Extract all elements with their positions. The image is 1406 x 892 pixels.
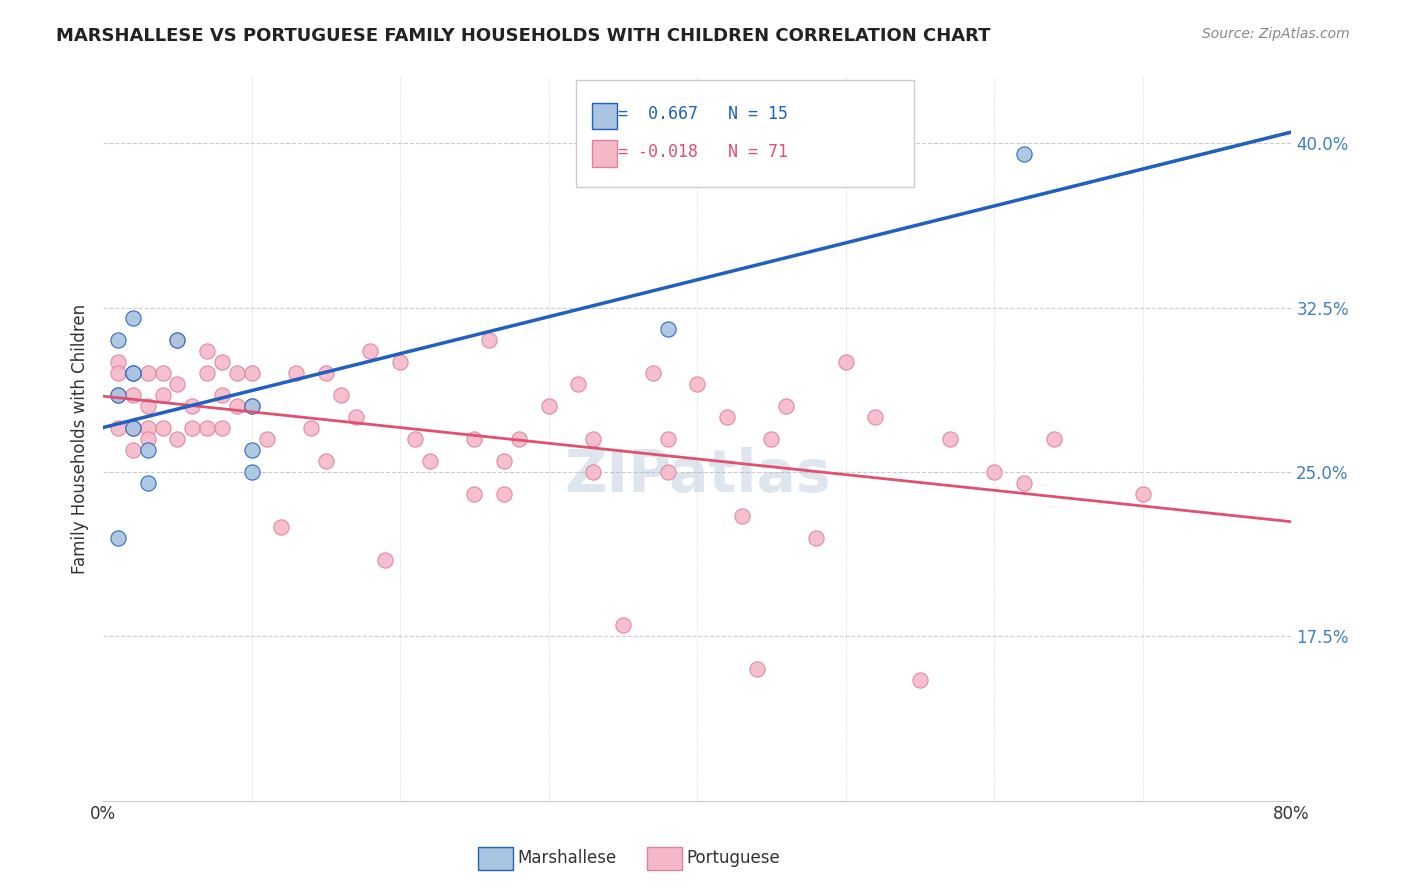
Point [152,366,174,380]
Point [211,421,233,435]
Point [107,366,129,380]
Point [478,334,501,348]
Point [107,531,129,545]
Point [329,388,352,402]
Point [240,465,263,479]
Text: Source: ZipAtlas.com: Source: ZipAtlas.com [1202,27,1350,41]
Text: Marshallese: Marshallese [517,849,617,867]
Point [908,673,931,687]
Point [166,334,188,348]
Point [835,355,858,369]
Point [240,442,263,457]
Point [1012,147,1035,161]
Point [463,487,485,501]
Point [121,421,143,435]
Point [567,377,589,392]
Point [152,421,174,435]
Point [136,399,159,413]
Point [344,410,367,425]
Point [761,432,783,446]
Text: MARSHALLESE VS PORTUGUESE FAMILY HOUSEHOLDS WITH CHILDREN CORRELATION CHART: MARSHALLESE VS PORTUGUESE FAMILY HOUSEHO… [56,27,991,45]
Point [657,465,679,479]
Point [359,344,381,359]
Point [166,377,188,392]
Point [745,662,768,676]
Point [537,399,560,413]
Text: Portuguese: Portuguese [686,849,780,867]
Point [686,377,709,392]
Point [166,432,188,446]
Point [240,399,263,413]
Point [107,334,129,348]
Point [582,432,605,446]
Point [195,344,218,359]
Point [225,399,247,413]
Point [225,366,247,380]
Point [582,465,605,479]
Point [136,432,159,446]
Point [983,465,1005,479]
Point [195,421,218,435]
Text: ZIPatlas: ZIPatlas [564,447,831,504]
Point [107,388,129,402]
Point [404,432,426,446]
Point [136,366,159,380]
Text: R = -0.018   N = 71: R = -0.018 N = 71 [598,143,787,161]
Point [389,355,412,369]
Point [775,399,797,413]
Point [804,531,827,545]
Point [121,311,143,326]
Point [121,388,143,402]
Point [716,410,738,425]
Point [256,432,278,446]
Point [285,366,308,380]
Point [612,618,634,632]
Point [211,388,233,402]
Point [1042,432,1064,446]
Point [419,454,441,468]
Y-axis label: Family Households with Children: Family Households with Children [72,304,89,574]
Point [136,421,159,435]
Point [374,552,396,566]
Text: R =  0.667   N = 15: R = 0.667 N = 15 [598,105,787,123]
Point [136,442,159,457]
Point [270,519,292,533]
Point [181,399,204,413]
Point [641,366,664,380]
Point [731,508,754,523]
Point [121,366,143,380]
Point [865,410,887,425]
Point [938,432,960,446]
Point [181,421,204,435]
Point [240,366,263,380]
Point [152,388,174,402]
Point [657,322,679,336]
Point [508,432,530,446]
Point [121,442,143,457]
Point [240,399,263,413]
Point [121,366,143,380]
Point [1012,475,1035,490]
Point [1132,487,1154,501]
Point [494,454,516,468]
Point [107,388,129,402]
Point [211,355,233,369]
Point [166,334,188,348]
Point [657,432,679,446]
Point [315,366,337,380]
Point [121,421,143,435]
Point [315,454,337,468]
Point [136,475,159,490]
Point [299,421,322,435]
Point [107,421,129,435]
Point [195,366,218,380]
Point [463,432,485,446]
Point [107,355,129,369]
Point [494,487,516,501]
